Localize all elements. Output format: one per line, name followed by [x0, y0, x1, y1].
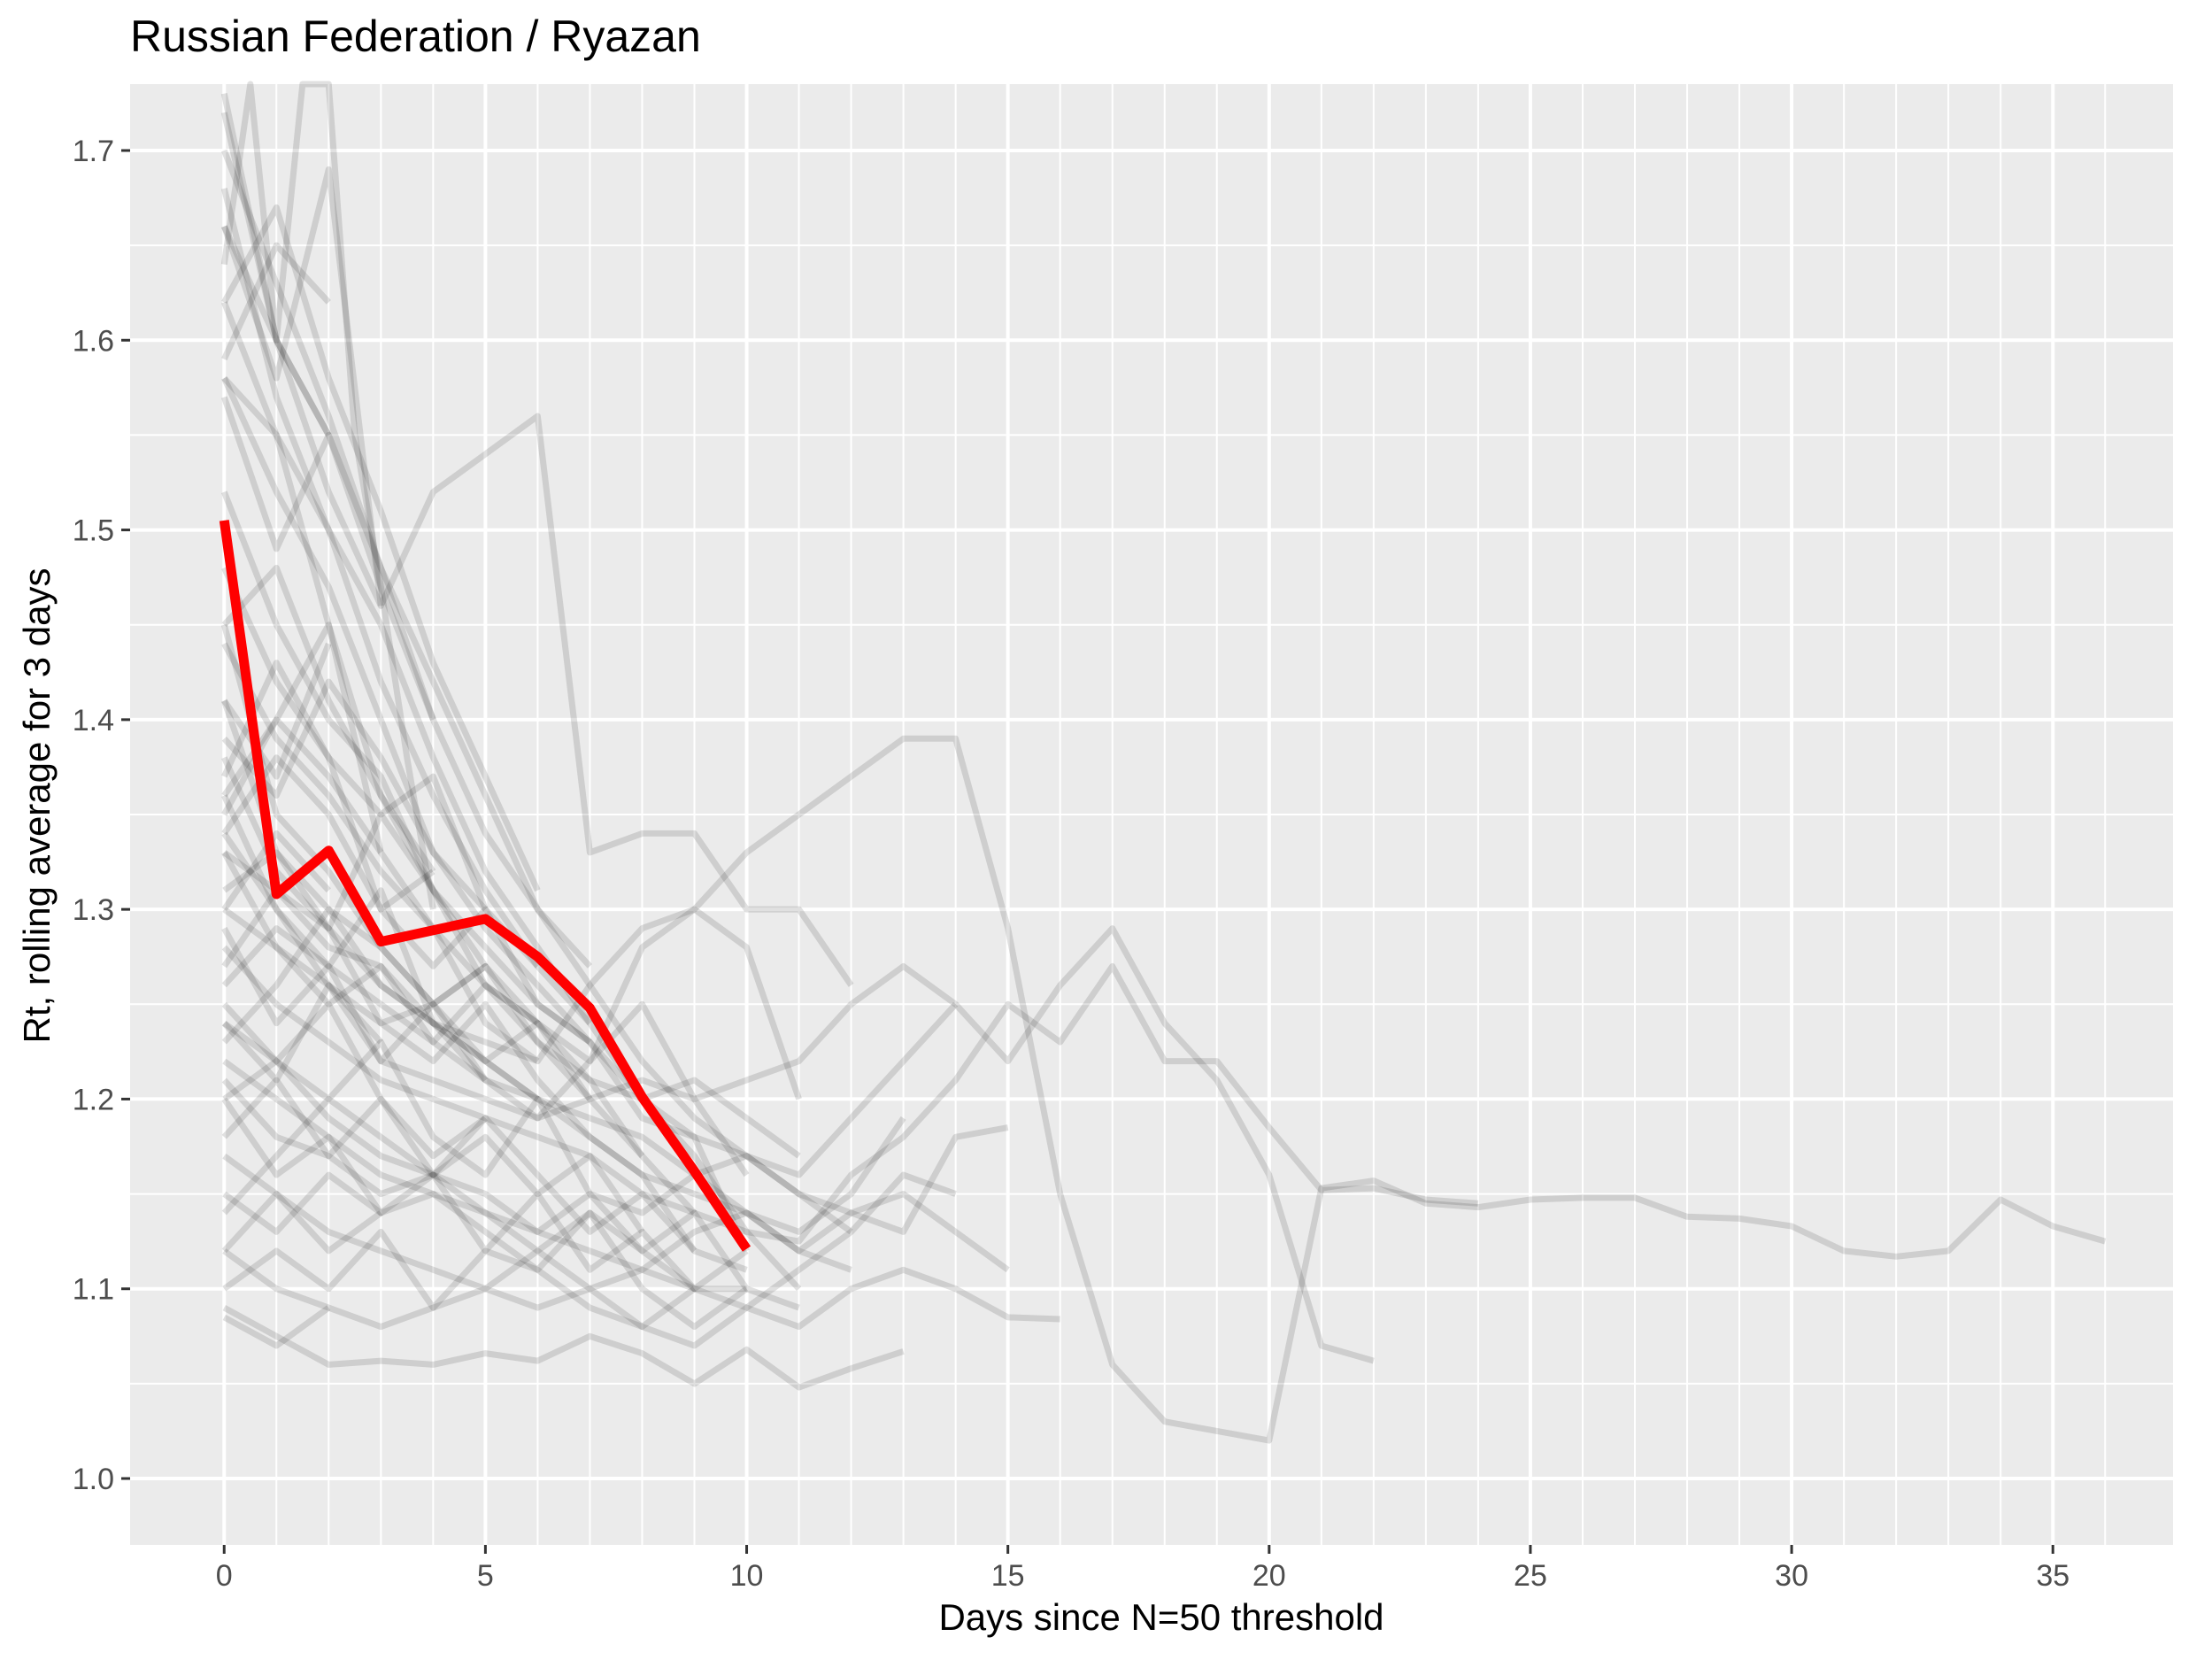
- background-series: [221, 301, 802, 1292]
- background-series: [220, 166, 384, 606]
- background-series: [221, 982, 383, 1084]
- y-tick-label: 1.7: [73, 135, 114, 168]
- y-tick-label: 1.2: [73, 1083, 114, 1116]
- x-tick-label: 30: [1775, 1559, 1808, 1593]
- x-tick-label: 25: [1514, 1559, 1547, 1593]
- axis-ticks: 0 5 10 15 20 25 30 35 1.0 1.1 1.2 1.3 1.4 1.5 1.6 1.7: [73, 135, 2069, 1593]
- background-series: [221, 642, 332, 780]
- y-tick-label: 1.4: [73, 704, 114, 737]
- background-series: [221, 642, 593, 1101]
- background-series: [220, 112, 332, 437]
- background-series: [221, 1077, 749, 1331]
- background-series: [221, 887, 540, 1102]
- x-tick-label: 15: [991, 1559, 1025, 1593]
- background-series: [220, 81, 436, 910]
- background-series: [220, 92, 592, 969]
- background-series: [222, 1305, 331, 1349]
- major-gridlines: [130, 84, 2173, 1545]
- y-tick-label: 1.5: [73, 514, 114, 548]
- background-series: [221, 1077, 488, 1178]
- background-series: [221, 376, 959, 1178]
- background-series: [222, 1000, 698, 1254]
- y-tick-label: 1.1: [73, 1273, 114, 1307]
- background-series: [221, 1191, 383, 1255]
- background-series: [222, 1305, 905, 1391]
- background-series: [222, 1228, 697, 1331]
- highlight-series-line: [219, 520, 751, 1252]
- background-series: [221, 566, 540, 969]
- background-series: [222, 850, 801, 1159]
- background-series: [220, 396, 436, 722]
- background-series: [221, 831, 748, 1273]
- background-series: [221, 622, 540, 1064]
- x-tick-label: 5: [477, 1559, 494, 1593]
- background-series: [222, 1171, 747, 1293]
- background-series: [221, 1095, 645, 1234]
- y-tick-label: 1.6: [73, 324, 114, 358]
- y-axis-title: Rt, rolling average for 3 days: [16, 568, 58, 1044]
- background-series: [222, 907, 750, 1177]
- background-series: [221, 490, 592, 1045]
- background-series: [221, 242, 331, 361]
- background-series: [221, 564, 436, 874]
- chart-title: Russian Federation / Ryazan: [130, 12, 701, 61]
- x-tick-label: 10: [730, 1559, 764, 1593]
- background-series: [221, 375, 645, 1159]
- background-series: [221, 1097, 749, 1293]
- background-series: [221, 906, 540, 1045]
- background-series: [221, 716, 384, 854]
- background-series: [221, 926, 489, 1082]
- minor-gridlines: [130, 84, 2173, 1545]
- x-tick-label: 35: [2036, 1559, 2069, 1593]
- background-series: [221, 225, 854, 987]
- background-series: [221, 735, 2107, 1444]
- x-tick-label: 0: [216, 1559, 233, 1593]
- background-series: [221, 851, 1375, 1364]
- y-tick-label: 1.3: [73, 893, 114, 927]
- background-series: [221, 1001, 1060, 1331]
- background-series: [221, 678, 488, 912]
- background-series: [220, 699, 906, 1235]
- background-series: [222, 1153, 1010, 1311]
- y-tick-label: 1.0: [73, 1463, 114, 1496]
- highlight-series: [219, 520, 751, 1252]
- background-series: [221, 887, 698, 1216]
- background-series: [221, 945, 1479, 1245]
- background-series: [221, 204, 541, 892]
- background-series: [222, 1171, 957, 1349]
- x-axis-title: Days since N=50 threshold: [938, 1596, 1383, 1638]
- background-series-lines: [220, 81, 2107, 1444]
- background-series: [221, 756, 802, 1100]
- x-tick-label: 20: [1252, 1559, 1286, 1593]
- background-series: [221, 149, 853, 1235]
- background-series: [222, 1020, 800, 1311]
- background-series: [222, 1058, 1009, 1235]
- background-series: [220, 623, 852, 1273]
